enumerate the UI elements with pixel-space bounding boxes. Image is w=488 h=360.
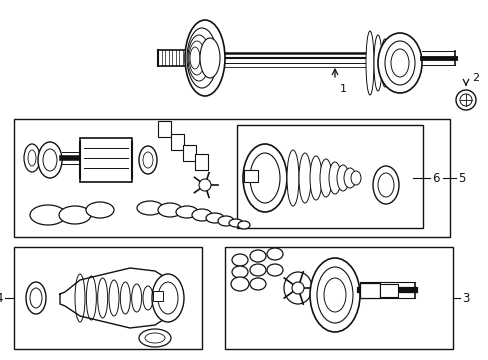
Ellipse shape bbox=[372, 166, 398, 204]
Ellipse shape bbox=[328, 162, 340, 194]
Ellipse shape bbox=[455, 90, 475, 110]
Ellipse shape bbox=[199, 179, 210, 191]
Ellipse shape bbox=[266, 264, 283, 276]
Bar bbox=[244, 170, 258, 182]
Ellipse shape bbox=[218, 216, 234, 226]
Ellipse shape bbox=[184, 20, 224, 96]
Text: 3: 3 bbox=[461, 292, 468, 305]
Text: 2: 2 bbox=[471, 73, 478, 83]
Ellipse shape bbox=[231, 266, 247, 278]
Ellipse shape bbox=[186, 28, 217, 88]
Bar bbox=[80, 138, 132, 182]
Ellipse shape bbox=[298, 153, 310, 203]
Ellipse shape bbox=[249, 250, 265, 262]
Ellipse shape bbox=[205, 213, 224, 223]
Bar bbox=[153, 291, 163, 301]
Ellipse shape bbox=[86, 202, 114, 218]
Ellipse shape bbox=[343, 168, 355, 188]
Ellipse shape bbox=[192, 209, 212, 221]
Ellipse shape bbox=[30, 205, 66, 225]
Bar bbox=[158, 121, 171, 137]
Ellipse shape bbox=[390, 49, 408, 77]
Ellipse shape bbox=[59, 206, 91, 224]
Ellipse shape bbox=[228, 219, 243, 227]
Ellipse shape bbox=[26, 282, 46, 314]
Ellipse shape bbox=[395, 53, 403, 73]
Bar bbox=[183, 145, 196, 161]
Ellipse shape bbox=[309, 156, 321, 200]
Ellipse shape bbox=[373, 35, 381, 91]
Ellipse shape bbox=[38, 142, 62, 178]
Ellipse shape bbox=[286, 150, 298, 206]
Bar bbox=[237, 125, 422, 228]
Ellipse shape bbox=[365, 31, 373, 95]
Ellipse shape bbox=[249, 264, 265, 276]
Bar bbox=[14, 247, 202, 349]
Ellipse shape bbox=[377, 33, 421, 93]
Ellipse shape bbox=[189, 41, 204, 75]
Bar bbox=[224, 247, 452, 349]
Ellipse shape bbox=[230, 277, 248, 291]
Bar bbox=[379, 284, 397, 297]
Ellipse shape bbox=[309, 258, 359, 332]
Ellipse shape bbox=[249, 278, 265, 290]
Ellipse shape bbox=[152, 274, 183, 322]
Ellipse shape bbox=[139, 329, 171, 347]
Text: 6: 6 bbox=[431, 171, 439, 184]
Ellipse shape bbox=[187, 35, 209, 81]
Bar bbox=[359, 283, 379, 298]
Ellipse shape bbox=[139, 146, 157, 174]
Ellipse shape bbox=[336, 165, 348, 191]
Ellipse shape bbox=[386, 43, 394, 83]
Ellipse shape bbox=[231, 254, 247, 266]
Polygon shape bbox=[60, 268, 163, 328]
Ellipse shape bbox=[391, 48, 399, 78]
Bar bbox=[171, 134, 183, 150]
Ellipse shape bbox=[158, 203, 182, 217]
Text: 5: 5 bbox=[457, 171, 465, 184]
Bar bbox=[195, 154, 207, 170]
Ellipse shape bbox=[137, 201, 163, 215]
Ellipse shape bbox=[24, 144, 40, 172]
Bar bbox=[14, 119, 449, 237]
Ellipse shape bbox=[176, 206, 198, 218]
Ellipse shape bbox=[384, 41, 414, 85]
Text: 4: 4 bbox=[0, 292, 3, 305]
Ellipse shape bbox=[190, 47, 200, 69]
Ellipse shape bbox=[319, 159, 331, 197]
Ellipse shape bbox=[350, 171, 360, 185]
Text: 1: 1 bbox=[339, 84, 346, 94]
Ellipse shape bbox=[380, 39, 388, 87]
Ellipse shape bbox=[238, 221, 249, 229]
Ellipse shape bbox=[200, 38, 220, 78]
Ellipse shape bbox=[243, 144, 286, 212]
Ellipse shape bbox=[291, 282, 304, 294]
Ellipse shape bbox=[266, 248, 283, 260]
